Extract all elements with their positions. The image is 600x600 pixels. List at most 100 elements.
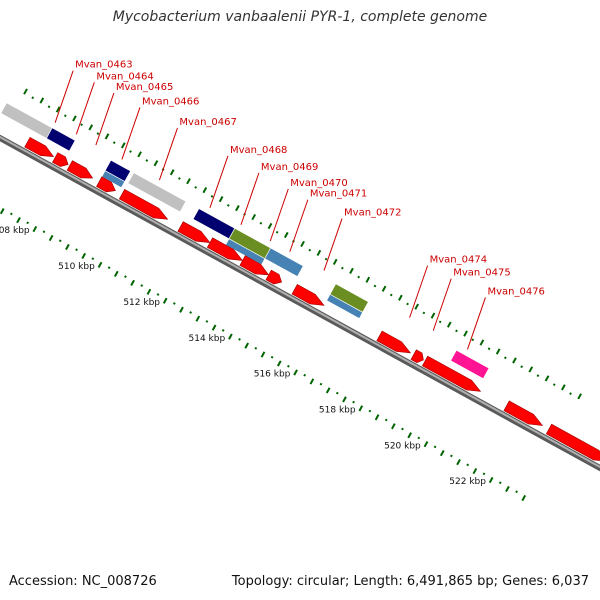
tick-mark [308,248,312,252]
tick-mark [577,393,582,400]
tick-mark [112,141,116,144]
gene-arrow [291,283,325,306]
tick-mark [471,338,475,342]
tick-mark [113,270,119,277]
tick-mark [319,382,323,386]
tick-mark [528,366,534,373]
tick-mark [260,351,266,358]
tick-mark [226,204,230,207]
tick-mark [81,252,87,260]
tick-mark [267,222,273,230]
label-leader [323,218,343,271]
tick-mark [129,150,132,153]
tick-mark [389,293,393,297]
gene-label: Mvan_0476 [487,286,544,297]
scale-label: 514 kbp [189,334,226,344]
tick-mark [324,257,328,261]
tick-mark [406,302,409,306]
gene-label: Mvan_0475 [453,268,510,279]
tick-mark [433,445,437,449]
tick-mark [39,97,45,104]
tick-mark [75,248,78,252]
gene-arrow [206,237,244,261]
tick-mark [303,373,307,377]
tick-mark [16,216,21,224]
tick-mark [569,392,572,395]
tick-mark [210,195,214,198]
label-leader [432,278,452,331]
tick-mark [357,275,361,279]
tick-mark [145,159,149,162]
tick-mark [26,221,30,225]
tick-mark [107,266,111,269]
tick-mark [275,230,279,234]
tick-mark [561,384,566,391]
gene-label: Mvan_0470 [290,178,347,189]
tick-mark [244,342,250,349]
tick-mark [228,333,233,340]
gene-arrow [52,152,69,167]
tick-mark [156,293,160,296]
tick-mark [456,459,461,466]
tick-mark [515,490,518,494]
tick-mark [536,374,540,378]
tick-mark [47,105,51,109]
gene-arrow [421,355,482,392]
tick-mark [309,378,315,385]
tick-mark [270,355,274,359]
gene-arrow [410,349,424,364]
label-leader [269,188,289,242]
scale-labels: 508 kbp 510 kbp 512 kbp 514 kbp 516 kbp 518 k… [0,226,486,487]
tick-mark [169,169,175,176]
scale-label: 516 kbp [254,370,291,380]
tick-mark [58,239,62,243]
gene-label: Mvan_0467 [179,117,236,128]
tick-mark [42,230,46,234]
tick-mark [23,88,28,95]
tick-mark [178,177,181,180]
tick-mark [189,311,192,314]
tick-mark [137,151,142,158]
feature-box [127,172,187,213]
tick-mark [472,467,478,475]
map-title: Mycobacterium vanbaalenii PYR-1, complet… [112,9,488,25]
gene-label: Mvan_0474 [430,255,487,266]
tick-marks [0,88,582,502]
scale-label: 522 kbp [449,477,486,487]
tick-mark [259,221,263,225]
tick-mark [124,275,127,278]
scale-label: 518 kbp [319,406,356,416]
tick-mark [358,405,364,412]
tick-mark [153,160,159,167]
gene-arrow [545,423,600,461]
feature-box [264,247,304,277]
tick-mark [552,383,556,386]
tick-mark [205,320,209,323]
tick-mark [211,324,217,331]
tick-mark [316,249,322,257]
tick-mark [251,213,257,221]
label-leader [158,127,178,181]
gene-label: Mvan_0466 [142,96,199,107]
gene-label: Mvan_0463 [75,60,132,71]
tick-mark [342,396,347,403]
tick-mark [422,311,426,315]
tick-mark [140,284,144,287]
tick-mark [495,348,501,355]
gene-arrow [265,269,282,285]
tick-mark [417,436,421,440]
gene-arrow [66,160,94,179]
tick-mark [335,391,339,395]
gene-label: Mvan_0464 [96,71,153,82]
tick-mark [80,123,83,127]
tick-mark [368,409,372,413]
gene-arrow [376,330,412,354]
tick-mark [48,234,54,242]
tick-mark [121,142,126,149]
tick-mark [300,240,305,248]
tick-mark [488,476,494,484]
genome-summary-text: Topology: circular; Length: 6,491,865 bp… [231,574,589,589]
tick-mark [162,297,168,304]
feature-box [326,293,364,319]
